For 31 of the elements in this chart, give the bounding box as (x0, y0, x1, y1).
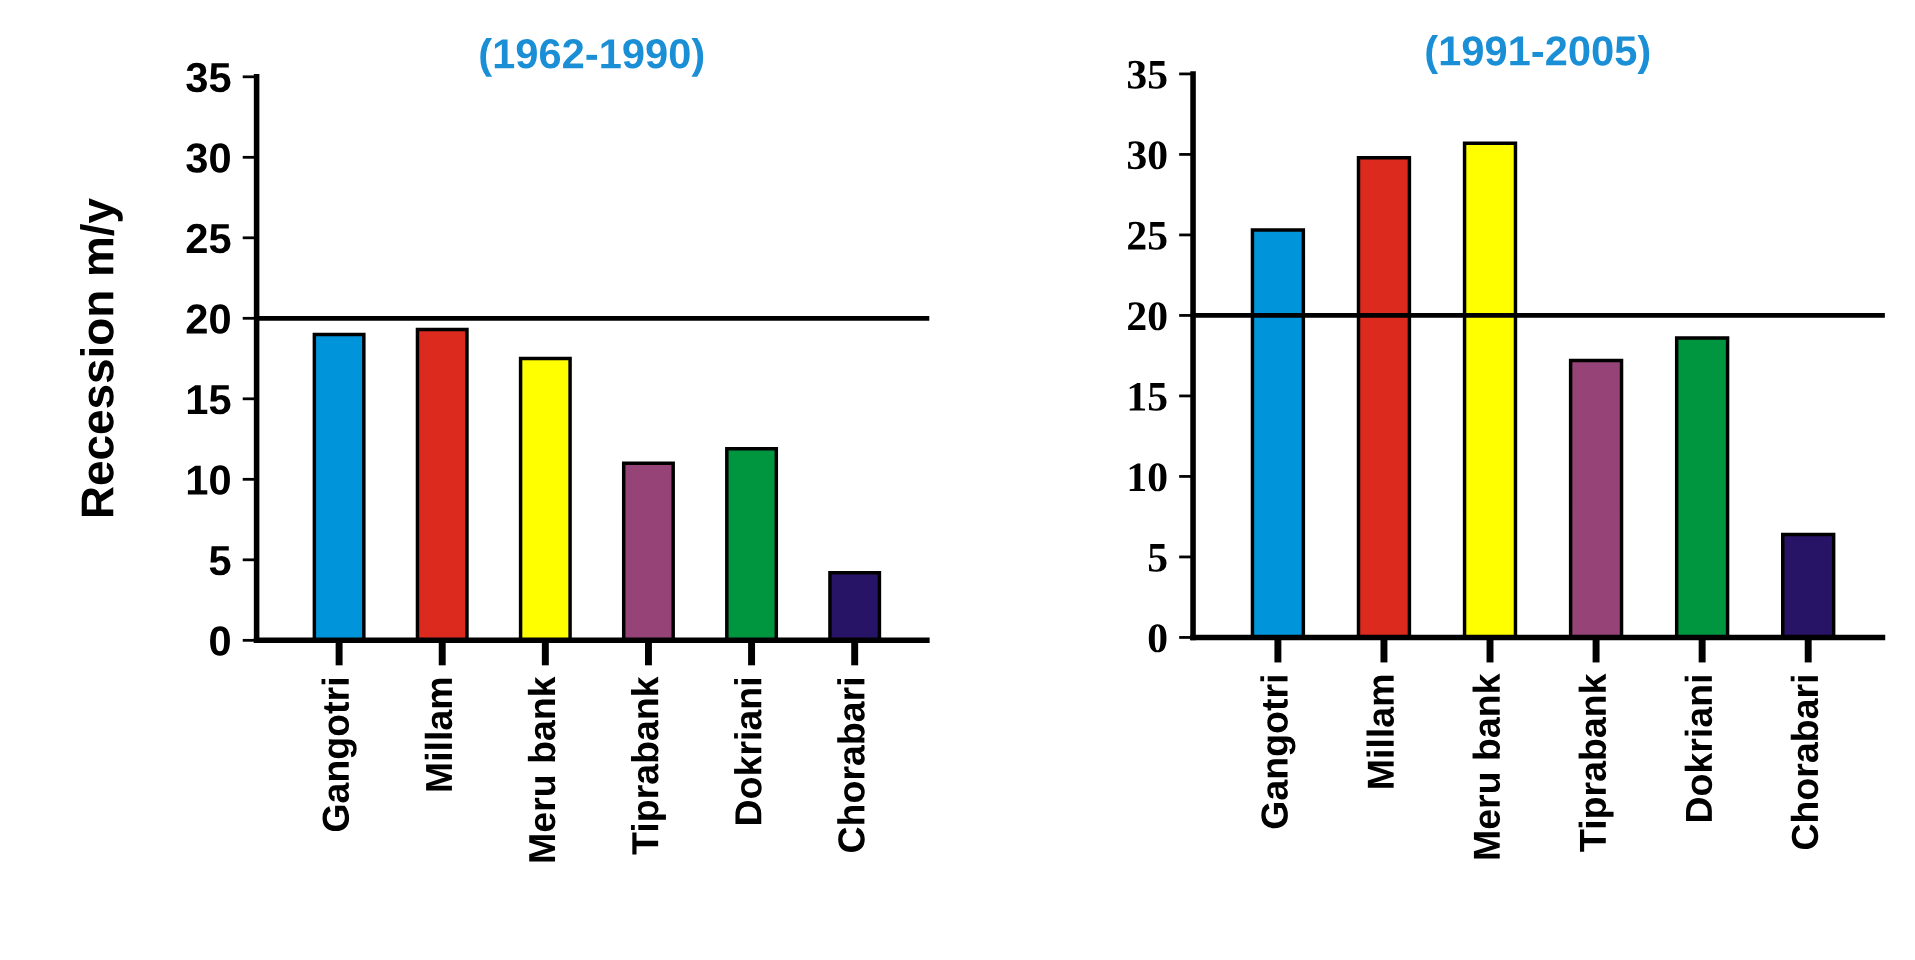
y-tick-label: 35 (1127, 60, 1167, 89)
x-tick-label: Tiprabank (630, 676, 666, 855)
x-tick-label: Meru bank (1472, 673, 1501, 859)
y-tick-label: 10 (187, 465, 230, 495)
x-tick-label: Dokriani (1684, 676, 1713, 822)
y-tick-label: 15 (1129, 382, 1167, 411)
x-tick-label: Chorabari (837, 679, 865, 852)
x-tick-label: Tiprabank (1578, 673, 1614, 852)
y-tick-label: 30 (186, 143, 230, 173)
y-tick-label: 10 (1129, 463, 1167, 492)
y-tick-label: 30 (1127, 141, 1167, 170)
y-tick-label: 0 (210, 626, 230, 656)
x-tick-label: Dokriani (734, 679, 762, 824)
y-tick-label: 20 (1128, 302, 1167, 331)
y-tick-label: 20 (186, 304, 230, 334)
y-tick-label: 5 (1148, 544, 1167, 572)
x-tick-label: Gangotri (321, 679, 357, 832)
chart-title: (1991-2005) (1426, 35, 1650, 74)
y-axis-title: Recession m/y (80, 198, 123, 516)
x-tick-label: Gangotri (1260, 676, 1296, 829)
x-tick-label: Chorabari (1790, 676, 1819, 850)
y-tick-label: 0 (1148, 624, 1167, 653)
y-tick-label: 15 (187, 385, 231, 415)
x-tick-label: Meru bank (527, 676, 556, 862)
chart-title: (1962-1990) (480, 37, 704, 77)
y-tick-label: 5 (209, 546, 231, 576)
x-tick-label: Millam (1366, 675, 1395, 788)
y-tick-label: 35 (186, 62, 231, 93)
y-tick-label: 25 (1128, 221, 1167, 250)
y-tick-label: 25 (186, 223, 231, 254)
x-tick-label: Millam (424, 678, 453, 791)
